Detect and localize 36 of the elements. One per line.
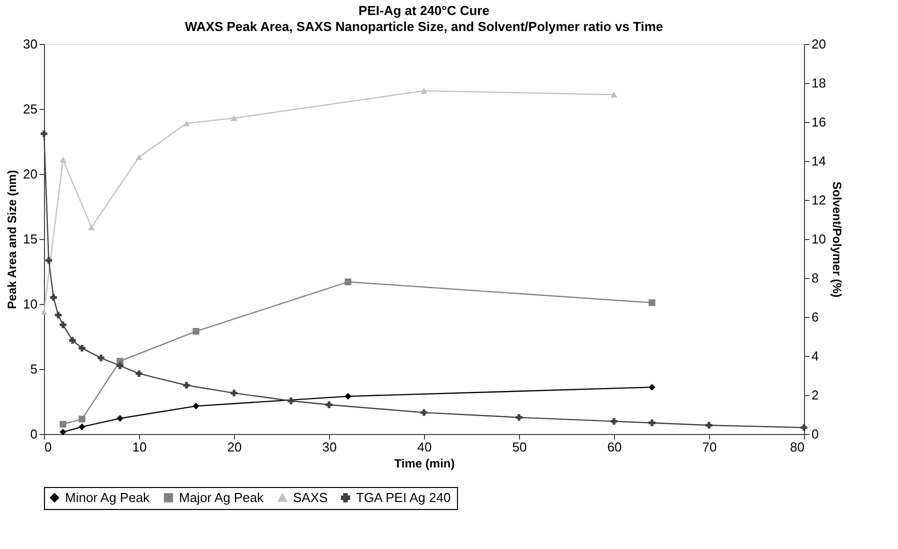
- legend-label: TGA PEI Ag 240: [356, 490, 451, 505]
- x-tick-label: 60: [607, 440, 622, 454]
- chart-title: PEI-Ag at 240°C Cure: [358, 3, 490, 18]
- x-tick-label: 70: [702, 440, 717, 454]
- x-tick-label: 10: [132, 440, 147, 454]
- y2-axis-title: Solvent/Polymer (%): [830, 181, 844, 298]
- y2-tick-label: 14: [812, 154, 826, 168]
- y-tick-label: 10: [23, 296, 38, 312]
- y2-tick-label: 10: [812, 232, 826, 246]
- y2-tick-label: 4: [812, 348, 819, 364]
- y2-tick-label: 0: [812, 426, 819, 442]
- x-tick-label: 80: [790, 440, 804, 454]
- y2-tick-label: 2: [812, 388, 819, 402]
- y2-tick-label: 12: [812, 192, 826, 208]
- x-tick-label: 50: [512, 440, 527, 454]
- x-tick-label: 20: [227, 440, 242, 454]
- y-tick-label: 5: [30, 362, 38, 376]
- legend-label: SAXS: [293, 490, 328, 505]
- legend-label: Major Ag Peak: [179, 490, 264, 505]
- x-tick-label: 40: [417, 440, 432, 454]
- y-tick-label: 15: [23, 232, 38, 246]
- y-tick-label: 20: [23, 166, 38, 182]
- y-tick-label: 25: [23, 102, 38, 116]
- x-tick-label: 0: [44, 440, 52, 454]
- y2-tick-label: 18: [812, 76, 826, 90]
- y-tick-label: 0: [30, 426, 38, 442]
- x-tick-label: 30: [322, 440, 337, 454]
- y-axis-title: Peak Area and Size (nm): [5, 170, 20, 309]
- chart-subtitle: WAXS Peak Area, SAXS Nanoparticle Size, and Solvent/Polymer ratio vs Time: [184, 19, 664, 34]
- x-axis-title: Time (min): [394, 456, 455, 470]
- y2-tick-label: 6: [812, 310, 819, 324]
- y-tick-label: 30: [23, 36, 38, 52]
- y2-tick-label: 8: [812, 270, 819, 286]
- legend-label: Minor Ag Peak: [65, 490, 150, 505]
- y2-tick-label: 16: [812, 114, 826, 130]
- y2-tick-label: 20: [812, 36, 826, 52]
